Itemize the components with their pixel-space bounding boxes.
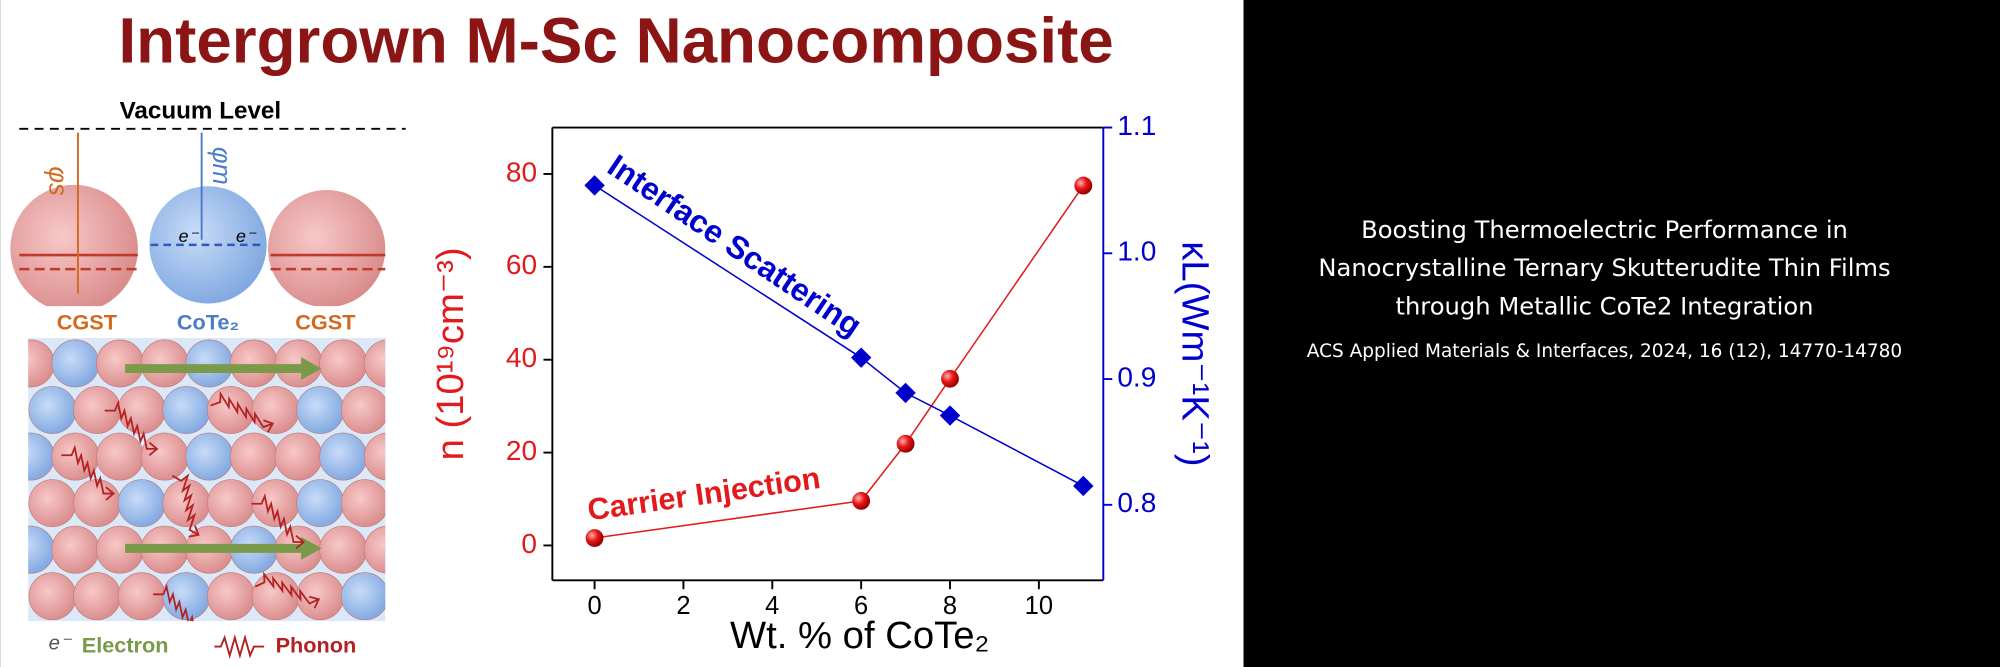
y2-tick-label: 0.8 — [1117, 487, 1156, 518]
material-label: CGST — [57, 310, 117, 335]
legend-phonon: Phonon — [276, 632, 357, 657]
atom — [96, 432, 144, 481]
atom — [296, 386, 345, 434]
atom — [363, 432, 386, 481]
atom — [207, 479, 255, 528]
phonon-icon — [214, 634, 265, 660]
phonon — [153, 583, 194, 622]
y2-axis-label: κL(Wm⁻¹K⁻¹) — [1173, 241, 1216, 466]
x-tick-label: 6 — [854, 592, 868, 620]
y-axis-label: n (10¹⁹cm⁻³) — [429, 247, 472, 460]
cgst-sphere — [267, 190, 386, 307]
atom — [230, 339, 278, 388]
atom — [51, 339, 100, 388]
phi-s: φs — [44, 166, 72, 196]
atom — [251, 386, 300, 434]
x-tick-label: 4 — [765, 592, 779, 620]
atom — [140, 432, 189, 481]
data-point — [895, 382, 916, 404]
caption-line: through Metallic CoTe2 Integration — [1395, 292, 1813, 320]
atom — [117, 572, 166, 621]
phonon — [171, 473, 200, 538]
atom — [162, 386, 211, 434]
right-panel — [1243, 0, 2000, 667]
band-diagram: Vacuum Level φs φm e⁻ e⁻ CGST CoTe₂ CGST… — [10, 98, 406, 660]
data-point — [584, 175, 605, 196]
data-point — [1074, 176, 1093, 195]
electron-symbol: e⁻ — [236, 226, 257, 246]
phonon — [210, 390, 275, 433]
x-tick-label: 10 — [1025, 592, 1053, 620]
atom — [51, 525, 100, 574]
material-label: CoTe₂ — [177, 310, 239, 335]
atom — [363, 339, 386, 388]
atom — [162, 479, 211, 528]
x-tick-label: 8 — [943, 592, 957, 620]
atom — [185, 339, 234, 388]
atom — [319, 525, 368, 574]
electron-arrowhead — [301, 536, 322, 560]
lattice — [28, 339, 386, 622]
legend-electron-symbol: e⁻ — [49, 632, 73, 654]
data-point — [852, 491, 871, 510]
atom — [274, 432, 323, 481]
vacuum-label: Vacuum Level — [120, 98, 282, 125]
data-point — [939, 405, 961, 426]
atom — [140, 339, 189, 388]
y-tick-label: 40 — [506, 342, 537, 373]
x-tick-label: 2 — [676, 592, 690, 620]
caption-line: Nanocrystalline Ternary Skutterudite Thi… — [1318, 254, 1890, 282]
atom — [73, 572, 121, 621]
electron-symbol: e⁻ — [179, 226, 200, 246]
data-point — [896, 434, 915, 453]
phonon — [251, 493, 306, 550]
atom — [340, 386, 386, 434]
electron-arrowhead — [301, 357, 322, 381]
data-point — [850, 347, 872, 368]
phonon — [254, 571, 321, 609]
caption: Boosting Thermoelectric Performance in N… — [1307, 216, 1902, 362]
phonon — [104, 399, 159, 456]
atom — [296, 479, 345, 528]
phonon — [61, 444, 116, 501]
data-point — [941, 369, 959, 388]
atom — [207, 572, 255, 621]
atom — [28, 479, 77, 528]
atom — [230, 432, 278, 481]
y2-tick-label: 0.9 — [1117, 361, 1156, 392]
atom — [340, 479, 386, 528]
y-tick-label: 60 — [506, 249, 537, 280]
y2-tick-label: 1.1 — [1117, 110, 1156, 141]
cgst-sphere — [10, 184, 138, 307]
atom — [363, 525, 386, 574]
phi-m: φm — [207, 147, 235, 185]
atom — [274, 339, 323, 388]
material-label: CGST — [295, 310, 355, 335]
atom — [96, 339, 144, 388]
caption-line: Boosting Thermoelectric Performance in — [1361, 216, 1848, 244]
atom — [28, 572, 77, 621]
atom — [319, 432, 368, 481]
atom — [28, 386, 77, 434]
y-tick-label: 20 — [506, 435, 537, 466]
atom — [185, 432, 234, 481]
data-point — [585, 529, 604, 547]
y-tick-label: 80 — [506, 156, 537, 187]
header-title: Intergrown M-Sc Nanocomposite — [118, 5, 1113, 77]
atom — [117, 479, 166, 528]
x-tick-label: 0 — [587, 592, 601, 620]
citation: ACS Applied Materials & Interfaces, 2024… — [1307, 341, 1902, 362]
x-axis-label: Wt. % of CoTe₂ — [730, 614, 989, 657]
atom — [319, 339, 368, 388]
y-tick-label: 0 — [521, 528, 537, 559]
y2-tick-label: 1.0 — [1117, 236, 1156, 267]
legend-electron: Electron — [82, 632, 169, 657]
data-point — [1073, 475, 1094, 497]
atom — [340, 572, 386, 621]
